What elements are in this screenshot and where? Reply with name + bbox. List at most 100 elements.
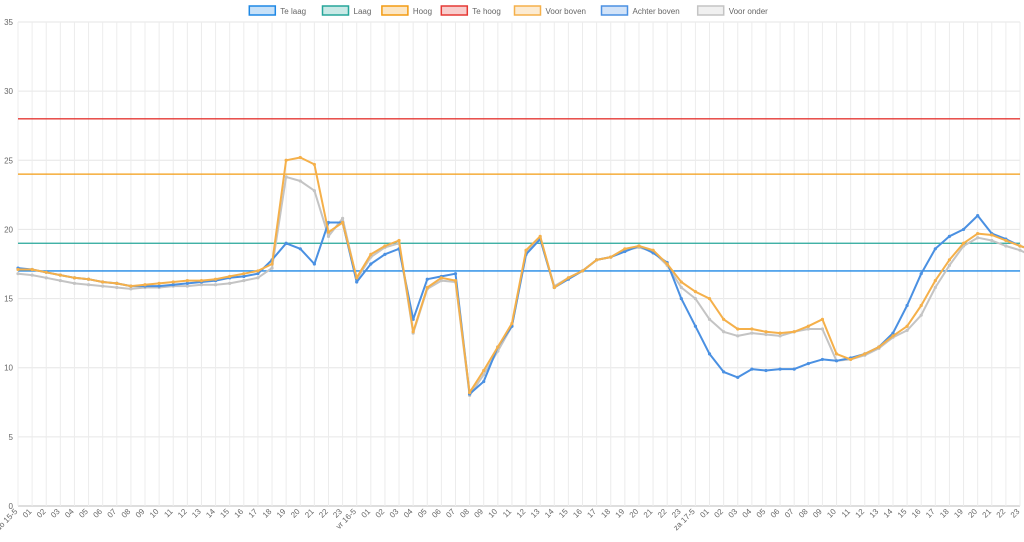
data-point-voor-onder — [44, 276, 48, 280]
data-point-voor-onder — [707, 317, 712, 321]
data-point-voor-onder — [312, 189, 316, 193]
data-point-voor-onder — [284, 175, 288, 179]
legend-item-te-laag[interactable]: Te laag — [248, 5, 306, 16]
legend-swatch — [513, 5, 542, 16]
x-tick-label: 09 — [134, 507, 147, 520]
data-point-voor-boven — [86, 277, 91, 281]
data-point-voor-boven — [44, 270, 48, 274]
x-tick-label: 03 — [49, 507, 62, 520]
data-point-voor-onder — [185, 284, 189, 288]
x-tick-label: 02 — [374, 507, 387, 520]
data-point-voor-boven — [849, 357, 853, 362]
data-point-voor-boven — [411, 330, 415, 334]
x-tick-label: 09 — [472, 507, 485, 520]
data-point-voor-boven — [750, 327, 754, 331]
x-tick-label: 19 — [952, 507, 965, 520]
legend-item-voor-onder[interactable]: Voor onder — [696, 5, 768, 16]
x-tick-label: 01 — [360, 507, 373, 520]
legend-item-voor-boven[interactable]: Voor boven — [513, 5, 586, 16]
data-point-achter-boven — [242, 274, 246, 279]
data-point-voor-boven — [891, 334, 895, 338]
x-tick-label: 19 — [275, 507, 288, 520]
data-point-achter-boven — [453, 272, 458, 276]
data-point-achter-boven — [891, 331, 895, 335]
legend-item-te-hoog[interactable]: Te hoog — [440, 5, 501, 16]
x-tick-label: 15 — [896, 507, 909, 520]
data-point-voor-boven — [369, 252, 373, 256]
x-tick-label: 16 — [571, 507, 584, 520]
data-point-voor-boven — [468, 391, 472, 395]
data-point-voor-boven — [453, 278, 458, 283]
y-tick-label: 25 — [4, 156, 13, 165]
series-lines — [16, 155, 1024, 397]
data-point-voor-boven — [538, 234, 542, 238]
data-point-voor-onder — [58, 278, 62, 283]
x-tick-label: 14 — [882, 507, 895, 520]
data-point-voor-onder — [736, 334, 740, 338]
x-tick-label: do 15-5 — [0, 507, 20, 533]
x-tick-label: 01 — [21, 507, 34, 520]
data-point-achter-boven — [778, 367, 782, 371]
x-tick-label: 13 — [868, 507, 881, 520]
data-point-voor-onder — [298, 179, 302, 183]
data-point-voor-boven — [355, 276, 359, 280]
legend-item-hoog[interactable]: Hoog — [381, 5, 432, 16]
data-point-achter-boven — [482, 379, 486, 384]
y-tick-label: 5 — [9, 433, 14, 442]
x-tick-label: 07 — [783, 507, 796, 520]
data-point-voor-boven — [1004, 238, 1008, 243]
legend-swatch — [600, 5, 629, 16]
x-tick-label: 16 — [233, 507, 246, 520]
y-tick-label: 30 — [4, 87, 13, 96]
data-point-voor-boven — [552, 285, 556, 290]
data-point-voor-boven — [496, 345, 500, 349]
data-point-voor-boven — [637, 244, 641, 248]
y-tick-label: 35 — [4, 18, 13, 27]
data-point-voor-boven — [72, 276, 77, 280]
data-point-voor-boven — [736, 327, 740, 331]
data-point-achter-boven — [256, 272, 260, 276]
legend-swatch — [696, 5, 725, 16]
x-tick-label: 17 — [924, 507, 937, 520]
x-tick-label: 20 — [289, 507, 302, 520]
y-tick-label: 0 — [9, 502, 14, 511]
legend-item-achter-boven[interactable]: Achter boven — [600, 5, 680, 16]
data-point-achter-boven — [693, 324, 698, 328]
data-point-achter-boven — [369, 262, 373, 266]
data-point-voor-boven — [101, 280, 105, 284]
x-tick-label: 05 — [416, 507, 429, 520]
data-point-voor-boven — [834, 352, 839, 356]
x-tick-label: 06 — [430, 507, 443, 520]
x-tick-label: 10 — [148, 507, 161, 520]
data-point-voor-boven — [778, 331, 782, 335]
x-tick-label: 22 — [317, 507, 330, 520]
data-point-achter-boven — [185, 281, 189, 285]
x-tick-label: 09 — [811, 507, 824, 520]
data-point-voor-onder — [679, 285, 683, 290]
legend-item-laag[interactable]: Laag — [321, 5, 372, 16]
data-point-voor-onder — [764, 332, 768, 337]
data-point-voor-boven — [820, 317, 825, 321]
data-point-voor-onder — [933, 285, 937, 290]
y-tick-label: 20 — [4, 225, 13, 234]
series-line-voor-onder — [17, 175, 1024, 397]
data-point-voor-boven — [947, 258, 952, 262]
data-point-voor-onder — [340, 216, 345, 220]
data-point-achter-boven — [679, 296, 683, 301]
data-point-voor-onder — [228, 281, 232, 285]
data-point-voor-onder — [439, 278, 443, 283]
data-point-voor-boven — [764, 330, 768, 334]
data-point-voor-boven — [990, 233, 994, 237]
y-tick-label: 15 — [4, 295, 13, 304]
data-point-voor-boven — [665, 262, 669, 266]
data-point-voor-onder — [820, 327, 825, 331]
data-point-voor-onder — [30, 273, 34, 277]
data-point-achter-boven — [284, 241, 288, 245]
data-point-voor-boven — [30, 267, 34, 272]
x-tick-label: 03 — [726, 507, 739, 520]
x-tick-label: 15 — [557, 507, 570, 520]
data-point-voor-boven — [919, 303, 923, 308]
x-tick-label: 04 — [63, 507, 76, 520]
data-point-voor-boven — [228, 274, 232, 279]
